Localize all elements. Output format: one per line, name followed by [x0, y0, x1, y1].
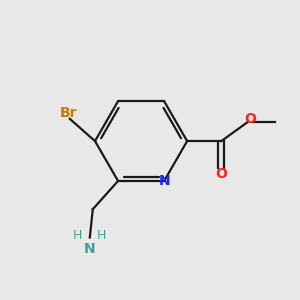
Text: N: N: [158, 174, 170, 188]
Text: O: O: [215, 167, 227, 182]
Text: Br: Br: [59, 106, 77, 120]
Text: O: O: [244, 112, 256, 126]
Text: H: H: [73, 230, 83, 242]
Text: H: H: [97, 230, 106, 242]
Text: N: N: [84, 242, 96, 256]
